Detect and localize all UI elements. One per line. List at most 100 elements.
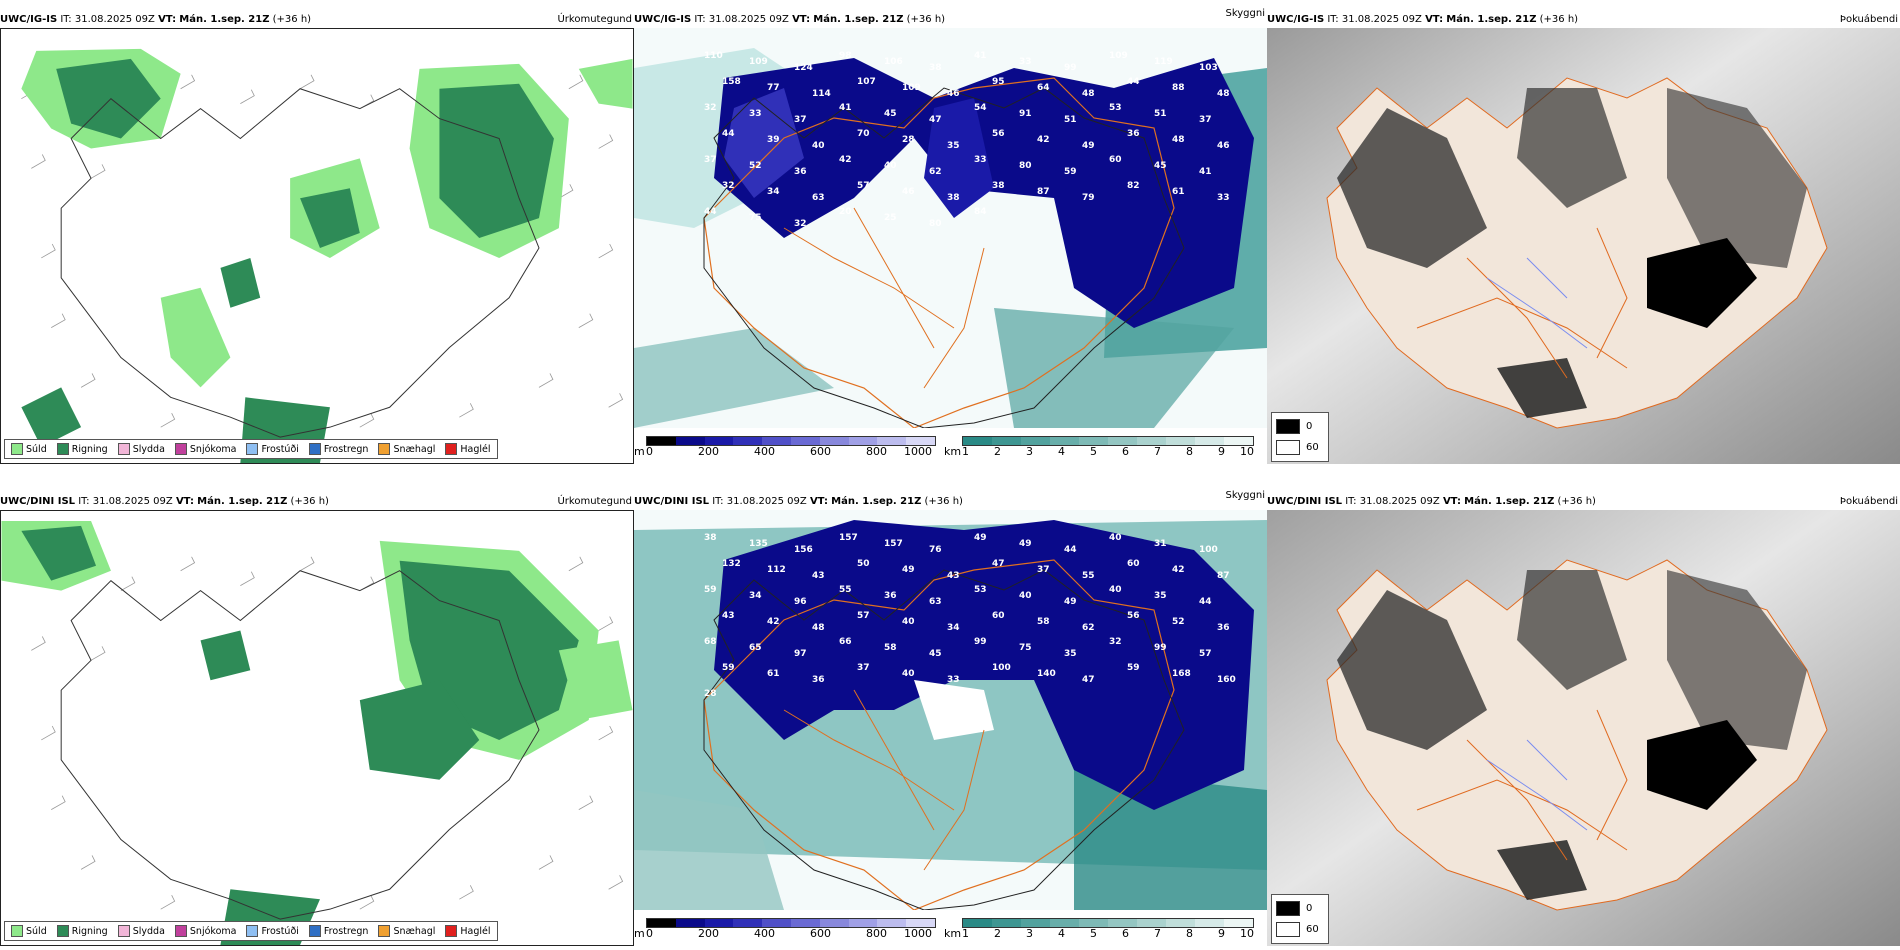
fog-map	[1267, 28, 1900, 464]
visibility-value-label: 56	[1127, 611, 1140, 621]
legend-swatch	[308, 443, 321, 455]
visibility-value-label: 66	[839, 637, 852, 647]
colorbar-segment	[1079, 437, 1108, 445]
visibility-value-label: 35	[1154, 591, 1167, 601]
visibility-labels: 38 135 156 157 157 76 49 49 44 40 31 100 132 112 43 50 4…	[704, 533, 1236, 699]
colorbar-visibility: km 1 2 3 4 5 6 7 8 9 10	[944, 918, 1264, 940]
colorbar-segment	[1021, 437, 1050, 445]
colorbar-tick: 9	[1218, 445, 1225, 458]
colorbar-segment	[906, 437, 935, 445]
visibility-value-label: 25	[884, 213, 897, 223]
colorbar-height-bar	[646, 436, 936, 446]
visibility-value-label: 98	[839, 51, 852, 61]
legend-label: Slydda	[132, 925, 165, 937]
visibility-value-label: 46	[1217, 141, 1230, 151]
visibility-value-label: 59	[1127, 663, 1140, 673]
visibility-value-label: 28	[902, 135, 915, 145]
colorbar-tick: 2	[994, 927, 1001, 940]
visibility-value-label: 40	[1109, 585, 1122, 595]
colorbar-tick: 800	[866, 445, 887, 458]
colorbar-segment	[675, 919, 705, 927]
visibility-value-label: 36	[1127, 129, 1140, 139]
colorbar-tick: 600	[810, 445, 831, 458]
legend-item: Snæhagl	[378, 925, 435, 937]
visibility-value-label: 35	[947, 141, 960, 151]
visibility-value-label: 40	[1019, 591, 1032, 601]
legend-label: Snjókoma	[189, 443, 237, 455]
colorbar-segment	[675, 437, 705, 445]
colorbar-unit: m	[634, 445, 645, 458]
vt-value: Mán. 1.sep. 21Z	[831, 496, 922, 507]
colorbar-segment	[963, 919, 992, 927]
colorbar-segment	[733, 437, 763, 445]
colorbar-tick: 1	[962, 927, 969, 940]
legend-item: Frostregn	[308, 925, 369, 937]
colorbar-height-bar	[646, 918, 936, 928]
legend-swatch	[11, 443, 23, 455]
visibility-value-label: 42	[767, 617, 780, 627]
colorbar-tick: 2	[994, 445, 1001, 458]
vt-value: Mán. 1.sep. 21Z	[197, 496, 288, 507]
legend-label: Frostregn	[323, 925, 369, 937]
legend-swatch	[445, 925, 458, 937]
colorbar-unit: m	[634, 927, 645, 940]
colorbar-tick: 7	[1154, 445, 1161, 458]
colorbar-segment	[963, 437, 992, 445]
fog-legend-row: 60	[1276, 440, 1319, 455]
visibility-value-label: 45	[1154, 161, 1167, 171]
colorbar-segment	[647, 919, 676, 927]
colorbar-height-labels: m 0 200 400 600 800 1000	[634, 927, 934, 941]
visibility-value-label: 132	[722, 559, 741, 569]
colorbar-segment	[1108, 437, 1137, 445]
visibility-value-label: 48	[812, 623, 825, 633]
colorbar-visibility-bar	[962, 918, 1254, 928]
visibility-value-label: 53	[974, 585, 987, 595]
colorbar-tick: 4	[1058, 445, 1065, 458]
visibility-value-label: 53	[1109, 103, 1122, 113]
vt-value: Mán. 1.sep. 21Z	[813, 14, 904, 25]
legend-item: Slydda	[117, 925, 165, 937]
lead-time: (+36 h)	[290, 496, 329, 507]
visibility-value-label: 87	[1217, 571, 1230, 581]
visibility-value-label: 97	[794, 649, 807, 659]
visibility-value-label: 62	[929, 167, 942, 177]
fog-legend-label: 0	[1306, 903, 1313, 914]
legend-label: Súld	[26, 443, 47, 455]
visibility-value-label: 36	[884, 591, 897, 601]
visibility-value-label: 55	[839, 585, 852, 595]
legend-swatch	[246, 443, 259, 455]
visibility-value-label: 31	[1154, 539, 1167, 549]
legend-label: Haglél	[460, 925, 491, 937]
visibility-value-label: 110	[704, 51, 723, 61]
precip-panel-row2: UWC/DINI ISL IT: 31.08.2025 09Z VT: Mán.…	[0, 494, 634, 946]
visibility-value-label: 44	[1064, 545, 1077, 555]
visibility-value-label: 47	[1082, 675, 1095, 685]
it-label: IT:	[712, 496, 724, 507]
colorbar-segment	[819, 437, 849, 445]
lead-time: (+36 h)	[906, 14, 946, 25]
precip-legend: Súld Rigning Slydda Snjókoma Frostúði Fr…	[4, 921, 498, 941]
legend-swatch	[445, 443, 458, 455]
visibility-value-label: 44	[704, 207, 717, 217]
colorbar-segment	[1195, 437, 1224, 445]
model-name: UWC/DINI ISL	[0, 496, 76, 507]
visibility-value-label: 59	[1064, 167, 1077, 177]
legend-item: Súld	[11, 925, 47, 937]
it-value: 31.08.2025 09Z	[92, 496, 173, 507]
it-label: IT:	[694, 14, 706, 25]
visibility-value-label: 39	[767, 135, 780, 145]
visibility-value-label: 168	[1172, 669, 1191, 679]
visibility-value-label: 33	[749, 109, 762, 119]
colorbar-segment	[877, 437, 907, 445]
visibility-value-label: 32	[794, 219, 807, 229]
fog-legend-swatch	[1276, 922, 1300, 937]
visibility-value-label: 40	[902, 617, 915, 627]
fog-panel-row1: UWC/IG-IS IT: 31.08.2025 09Z VT: Mán. 1.…	[1267, 12, 1900, 464]
visibility-value-label: 77	[767, 83, 780, 93]
visibility-value-label: 57	[1199, 649, 1212, 659]
visibility-value-label: 48	[1082, 89, 1095, 99]
colorbar-segment	[704, 437, 734, 445]
visibility-value-label: 38	[992, 181, 1005, 191]
visibility-value-label: 100	[992, 663, 1011, 673]
visibility-value-label: 41	[974, 51, 987, 61]
